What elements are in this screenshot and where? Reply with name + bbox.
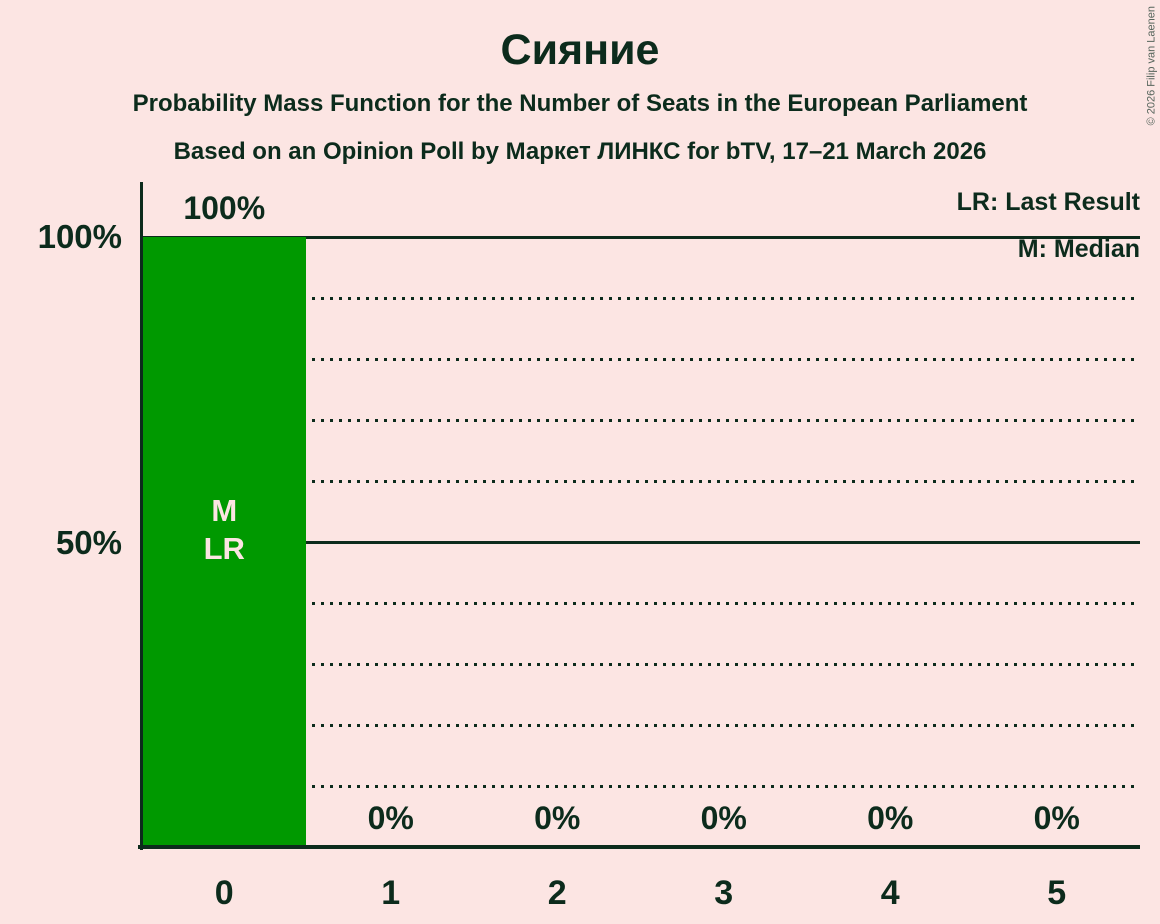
gridline-100-solid bbox=[141, 236, 1140, 239]
gridline-80-dotted bbox=[141, 358, 1140, 361]
bar-value-label-0: 100% bbox=[183, 190, 266, 226]
gridline-60-dotted bbox=[141, 480, 1140, 483]
y-axis-line bbox=[140, 182, 143, 850]
y-axis-label-50: 50% bbox=[55, 524, 122, 561]
bar-value-label-1: 0% bbox=[367, 800, 414, 836]
gridline-30-dotted bbox=[141, 663, 1140, 666]
chart-subtitle: Probability Mass Function for the Number… bbox=[132, 90, 1028, 117]
bar-value-label-5: 0% bbox=[1033, 800, 1080, 836]
legend-median: M: Median bbox=[1017, 235, 1140, 263]
chart-subtitle-poll: Based on an Opinion Poll by Маркет ЛИНКС… bbox=[173, 138, 987, 165]
gridline-90-dotted bbox=[141, 297, 1140, 300]
bar-value-label-2: 0% bbox=[534, 800, 581, 836]
gridline-20-dotted bbox=[141, 724, 1140, 727]
legend-last-result: LR: Last Result bbox=[956, 188, 1140, 216]
bar-seats-0 bbox=[142, 237, 306, 845]
bar-value-label-4: 0% bbox=[867, 800, 914, 836]
gridline-50-solid bbox=[141, 541, 1140, 544]
bar-median-lastresult-annotation: M LR bbox=[203, 493, 245, 566]
bar-value-label-3: 0% bbox=[700, 800, 747, 836]
x-axis-line bbox=[138, 845, 1140, 849]
gridline-40-dotted bbox=[141, 602, 1140, 605]
chart-title: Сияние bbox=[500, 26, 660, 74]
x-tick-label-2: 2 bbox=[547, 874, 567, 912]
y-axis-label-100: 100% bbox=[37, 218, 122, 255]
x-tick-label-1: 1 bbox=[381, 874, 401, 912]
x-tick-label-4: 4 bbox=[880, 874, 900, 912]
x-tick-label-0: 0 bbox=[214, 874, 234, 912]
gridline-70-dotted bbox=[141, 419, 1140, 422]
copyright-note: © 2026 Filip van Laenen bbox=[1145, 6, 1157, 126]
x-tick-label-3: 3 bbox=[714, 874, 734, 912]
gridline-10-dotted bbox=[141, 785, 1140, 788]
x-tick-label-5: 5 bbox=[1047, 874, 1067, 912]
